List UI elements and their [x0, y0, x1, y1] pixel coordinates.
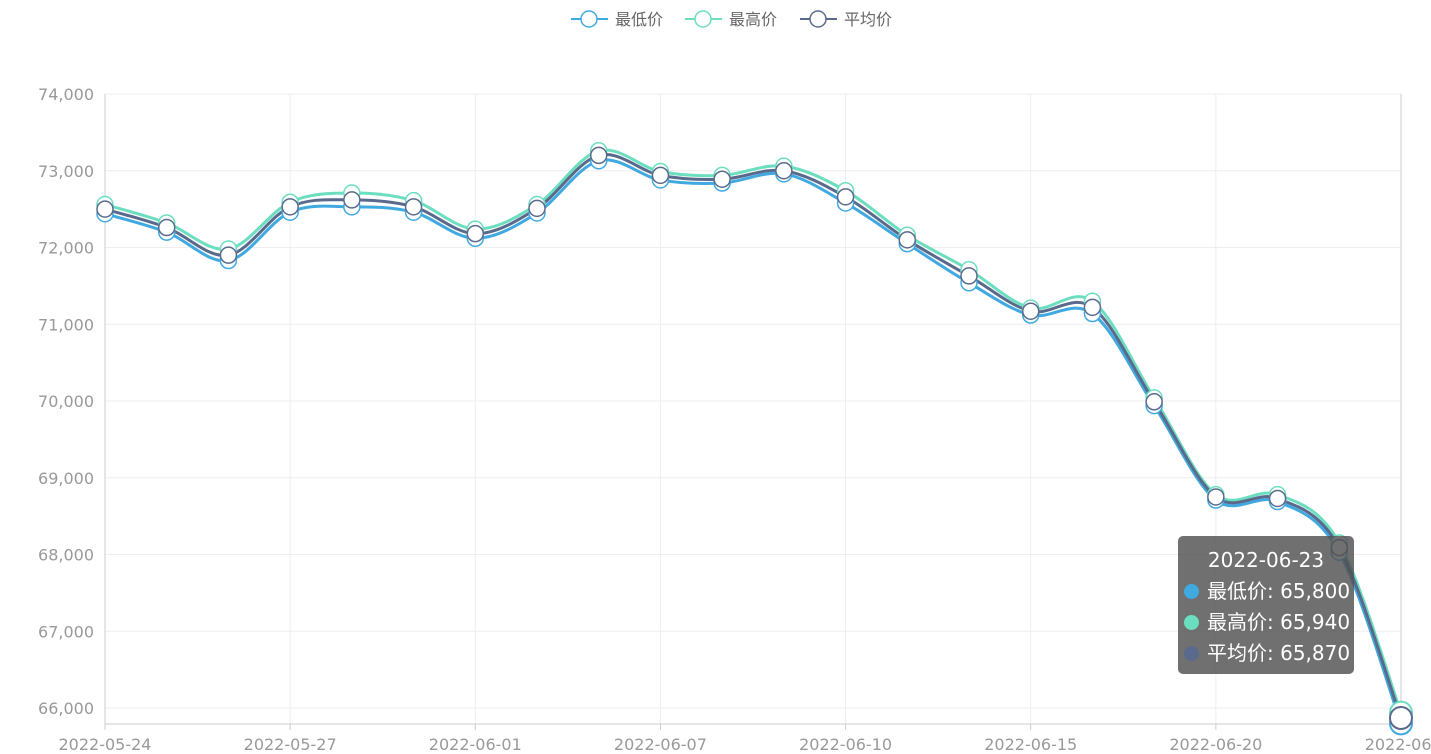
- x-tick-label: 2022-06-10: [799, 735, 892, 754]
- y-tick-label: 68,000: [38, 546, 94, 565]
- data-point-avg[interactable]: [466, 224, 485, 243]
- data-point-avg[interactable]: [898, 231, 917, 249]
- data-point-avg[interactable]: [343, 191, 361, 209]
- axes: 66,000 67,000 68,000 69,000 70,000 71,000 72,0…: [38, 85, 1431, 754]
- data-point-avg[interactable]: [713, 170, 731, 188]
- legend[interactable]: 最低价 最高价 平均价: [571, 10, 892, 29]
- tooltip-avg-label: 平均价: [1207, 641, 1267, 665]
- data-point-avg[interactable]: [1083, 298, 1102, 317]
- data-point-avg[interactable]: [651, 166, 670, 185]
- data-point-avg[interactable]: [96, 200, 114, 218]
- x-tick-label: 2022-06-15: [984, 735, 1077, 754]
- x-tick-label: 2022-05-24: [59, 735, 152, 754]
- legend-item-avg[interactable]: 平均价: [800, 10, 892, 29]
- tooltip-row-high: 最高价: 65,940: [1184, 607, 1354, 638]
- data-point-avg[interactable]: [219, 246, 238, 264]
- tooltip-avg-value: 65,870: [1280, 641, 1351, 665]
- data-point-avg[interactable]: [836, 188, 855, 206]
- legend-item-low[interactable]: 最低价: [571, 10, 663, 29]
- y-tick-label: 69,000: [38, 469, 94, 488]
- y-tick-label: 70,000: [38, 392, 94, 411]
- tooltip-low-dot: [1184, 584, 1199, 599]
- x-tick-label: 2022-05-27: [244, 735, 337, 754]
- legend-label-low: 最低价: [615, 10, 663, 29]
- y-tick-label: 74,000: [38, 85, 94, 104]
- data-point-avg[interactable]: [1207, 488, 1225, 506]
- legend-marker-avg: [809, 10, 827, 28]
- tooltip-date: 2022-06-23: [1207, 548, 1325, 572]
- data-point-avg[interactable]: [528, 199, 546, 218]
- legend-label-avg: 平均价: [844, 10, 892, 29]
- x-tick-label: 2022-06-07: [614, 735, 707, 754]
- tooltip-low-value: 65,800: [1280, 579, 1351, 603]
- y-tick-label: 71,000: [38, 315, 94, 334]
- tooltip-row-low: 最低价: 65,800: [1184, 576, 1354, 607]
- legend-label-high: 最高价: [729, 10, 777, 29]
- data-point-avg[interactable]: [589, 146, 608, 165]
- legend-marker-high: [694, 10, 712, 28]
- tooltip-high-dot: [1184, 615, 1199, 630]
- x-tick-label: 2022-06-20: [1169, 735, 1262, 754]
- data-point-avg[interactable]: [157, 218, 176, 237]
- tooltip-high-label: 最高价: [1207, 610, 1267, 634]
- legend-item-high[interactable]: 最高价: [685, 10, 777, 29]
- y-tick-label: 67,000: [38, 622, 94, 641]
- y-tick-label: 73,000: [38, 162, 94, 181]
- data-point-avg[interactable]: [1021, 302, 1040, 320]
- tooltip: 2022-06-23 最低价: 65,800 最高价: 65,940 平均价: …: [1178, 536, 1354, 674]
- data-point-avg[interactable]: [281, 198, 299, 216]
- data-point-avg[interactable]: [775, 162, 793, 180]
- legend-marker-low: [580, 10, 598, 28]
- tooltip-low-label: 最低价: [1207, 579, 1267, 603]
- data-point-avg[interactable]: [1268, 489, 1287, 508]
- data-point-avg[interactable]: [1145, 393, 1163, 411]
- tooltip-row-avg: 平均价: 65,870: [1184, 638, 1354, 669]
- tooltip-avg-dot: [1184, 646, 1199, 661]
- x-tick-label: 2022-06-: [1365, 735, 1431, 754]
- data-point-avg[interactable]: [960, 267, 978, 285]
- x-tick-label: 2022-06-01: [429, 735, 522, 754]
- data-point-avg[interactable]: [404, 198, 423, 216]
- y-tick-label: 66,000: [38, 699, 94, 718]
- tooltip-high-value: 65,940: [1280, 610, 1351, 634]
- y-tick-label: 72,000: [38, 239, 94, 258]
- data-point-avg[interactable]: [1389, 705, 1413, 730]
